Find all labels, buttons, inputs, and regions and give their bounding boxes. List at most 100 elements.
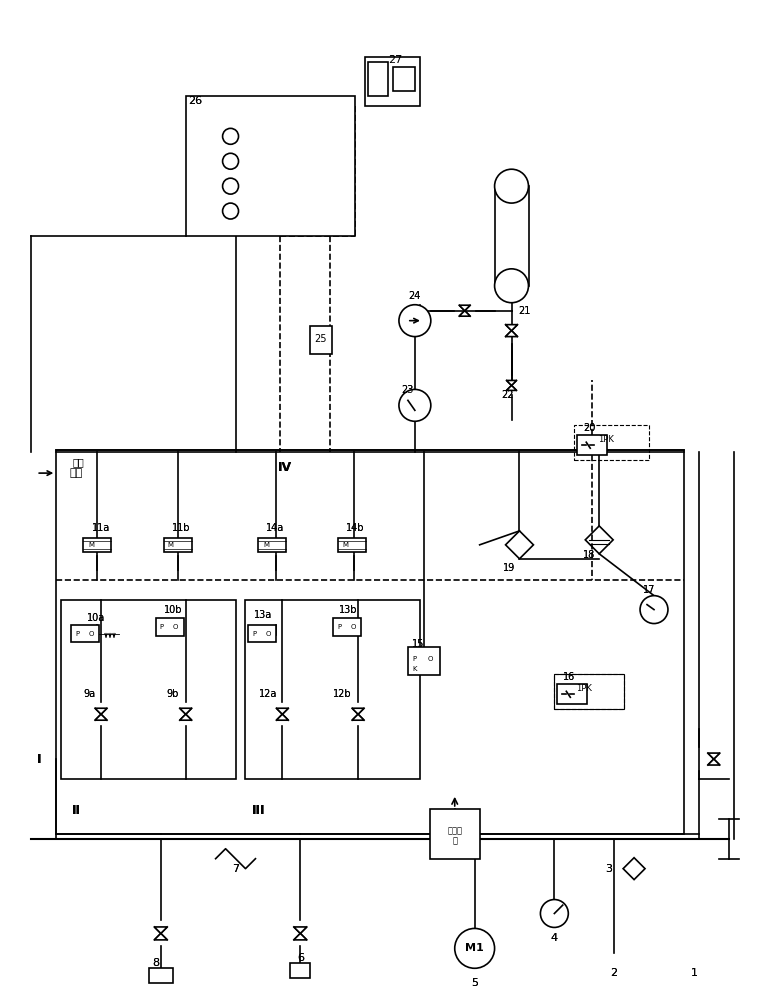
Text: 13b: 13b	[339, 605, 357, 615]
Bar	[430, 809, 479, 859]
Text: 11b: 11b	[171, 523, 190, 533]
Bar	[56, 450, 684, 834]
Text: K: K	[413, 666, 417, 672]
Polygon shape	[459, 311, 470, 316]
Bar	[258, 538, 287, 552]
Polygon shape	[294, 927, 307, 933]
Text: IV: IV	[278, 461, 293, 474]
Bar	[338, 538, 366, 552]
Text: 18: 18	[583, 550, 595, 560]
Text: 23: 23	[402, 385, 414, 395]
Text: 3: 3	[606, 864, 613, 874]
Bar	[578, 435, 607, 455]
Text: 10a: 10a	[87, 613, 105, 623]
Text: 11a: 11a	[92, 523, 110, 533]
Text: M: M	[342, 542, 348, 548]
Text: 17: 17	[643, 585, 655, 595]
Text: O: O	[351, 624, 356, 630]
Bar	[495, 186, 530, 286]
Text: 10a: 10a	[87, 613, 105, 623]
Bar	[393, 67, 415, 91]
Bar	[290, 963, 310, 978]
Text: 21: 21	[518, 306, 530, 316]
Bar	[155, 618, 184, 636]
Text: IV: IV	[278, 461, 293, 474]
Text: P: P	[413, 656, 417, 662]
Text: 12a: 12a	[259, 689, 277, 699]
Text: 15: 15	[411, 639, 424, 649]
Text: P: P	[75, 631, 79, 637]
Polygon shape	[708, 759, 720, 765]
Circle shape	[540, 900, 568, 927]
Bar	[164, 538, 192, 552]
Text: 15: 15	[411, 639, 424, 649]
Text: 19: 19	[504, 563, 516, 573]
Text: 16: 16	[563, 672, 575, 682]
Text: M: M	[88, 542, 94, 548]
Text: P: P	[337, 624, 341, 630]
Text: 22: 22	[501, 390, 514, 400]
Text: 4: 4	[551, 933, 558, 943]
Circle shape	[399, 305, 431, 337]
Text: 3: 3	[606, 864, 613, 874]
Text: 1PK: 1PK	[576, 684, 592, 693]
Polygon shape	[623, 858, 645, 880]
Polygon shape	[180, 708, 192, 714]
Text: 27: 27	[388, 55, 402, 65]
Circle shape	[640, 596, 668, 624]
Text: O: O	[427, 656, 433, 662]
Text: 9b: 9b	[167, 689, 179, 699]
Circle shape	[495, 269, 529, 303]
Polygon shape	[294, 933, 307, 940]
Circle shape	[495, 169, 529, 203]
Text: 9b: 9b	[167, 689, 179, 699]
Bar	[408, 647, 440, 675]
Text: 2: 2	[610, 968, 618, 978]
Text: 5: 5	[471, 978, 479, 988]
Text: 21: 21	[518, 306, 530, 316]
Text: 13b: 13b	[339, 605, 357, 615]
Text: 17: 17	[643, 585, 655, 595]
Text: 13a: 13a	[255, 610, 273, 620]
Text: 8: 8	[152, 958, 159, 968]
Text: I: I	[37, 753, 41, 766]
Bar	[310, 326, 332, 354]
Polygon shape	[352, 708, 364, 714]
Text: 7: 7	[232, 864, 239, 874]
Text: 9a: 9a	[83, 689, 95, 699]
Polygon shape	[708, 753, 720, 759]
Polygon shape	[352, 714, 364, 720]
Text: 1PK: 1PK	[598, 435, 614, 444]
Text: 7: 7	[232, 864, 239, 874]
Polygon shape	[505, 331, 517, 337]
Bar	[71, 625, 99, 642]
Polygon shape	[95, 708, 107, 714]
Polygon shape	[505, 531, 533, 559]
Bar	[575, 425, 649, 460]
Text: 11b: 11b	[171, 523, 190, 533]
Circle shape	[455, 928, 495, 968]
Text: M: M	[168, 542, 174, 548]
Text: 1: 1	[690, 968, 697, 978]
Text: 19: 19	[504, 563, 516, 573]
Text: 14b: 14b	[346, 523, 364, 533]
Polygon shape	[585, 526, 613, 554]
Text: 11a: 11a	[92, 523, 110, 533]
Polygon shape	[180, 714, 192, 720]
Text: 气源: 气源	[72, 457, 84, 467]
Text: P: P	[252, 631, 257, 637]
Polygon shape	[95, 714, 107, 720]
Text: III: III	[251, 804, 265, 817]
Bar	[149, 968, 173, 983]
Text: 12b: 12b	[333, 689, 351, 699]
Text: O: O	[173, 624, 178, 630]
Text: II: II	[72, 804, 81, 817]
Text: 2: 2	[610, 968, 618, 978]
Polygon shape	[507, 385, 517, 390]
Text: 增压水
泵: 增压水 泵	[447, 826, 463, 845]
Bar	[365, 57, 420, 106]
Polygon shape	[505, 325, 517, 331]
Text: O: O	[88, 631, 94, 637]
Bar	[557, 684, 588, 704]
Text: 1: 1	[690, 968, 697, 978]
